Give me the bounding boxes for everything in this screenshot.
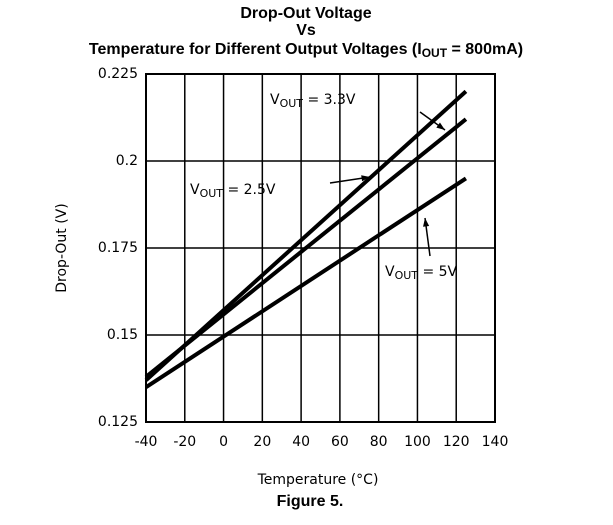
x-tick-label: 40 (292, 434, 310, 450)
arrow-head (423, 218, 430, 227)
y-tick-label: 0.15 (107, 327, 138, 343)
arrow-head (436, 122, 445, 130)
series-line (144, 117, 468, 379)
title-line: Vs (296, 22, 316, 39)
x-tick-label: 120 (443, 434, 470, 450)
label-tail: = 5V (418, 264, 458, 280)
x-tick-label: -40 (135, 434, 158, 450)
y-tick-label: 0.125 (98, 414, 138, 430)
x-axis-label: Temperature (°C) (257, 472, 379, 488)
title-line: Drop-Out Voltage (240, 5, 371, 22)
plot-frame (145, 73, 496, 423)
label-sub: OUT (280, 97, 304, 110)
y-tick-label: 0.2 (116, 153, 138, 169)
series-label: VOUT = 3.3V (270, 92, 356, 110)
x-tick-label: 20 (253, 434, 271, 450)
y-axis-label: Drop-Out (V) (54, 203, 70, 292)
title-line: Temperature for Different Output Voltage… (89, 41, 523, 60)
label-tail: = 3.3V (303, 92, 356, 108)
label-text: V (190, 182, 200, 198)
title-tail: = 800mA) (447, 41, 523, 58)
y-tick-label: 0.225 (98, 66, 138, 82)
label-text: V (270, 92, 280, 108)
series-label: VOUT = 5V (385, 264, 458, 282)
x-tick-label: 140 (482, 434, 509, 450)
label-sub: OUT (200, 187, 224, 200)
x-tick-label: 60 (331, 434, 349, 450)
title-text: Temperature for Different Output Voltage… (89, 41, 422, 58)
caption: Figure 5. (277, 493, 344, 510)
label-text: V (385, 264, 395, 280)
label-sub: OUT (395, 269, 419, 282)
x-tick-label: 100 (404, 434, 431, 450)
arrow-head (361, 175, 370, 182)
series-label: VOUT = 2.5V (190, 182, 276, 200)
x-tick-label: -20 (173, 434, 196, 450)
y-tick-label: 0.175 (98, 240, 138, 256)
label-tail: = 2.5V (223, 182, 276, 198)
x-tick-label: 0 (219, 434, 228, 450)
series-line (144, 176, 468, 389)
title-sub: OUT (422, 46, 448, 60)
x-tick-label: 80 (370, 434, 388, 450)
